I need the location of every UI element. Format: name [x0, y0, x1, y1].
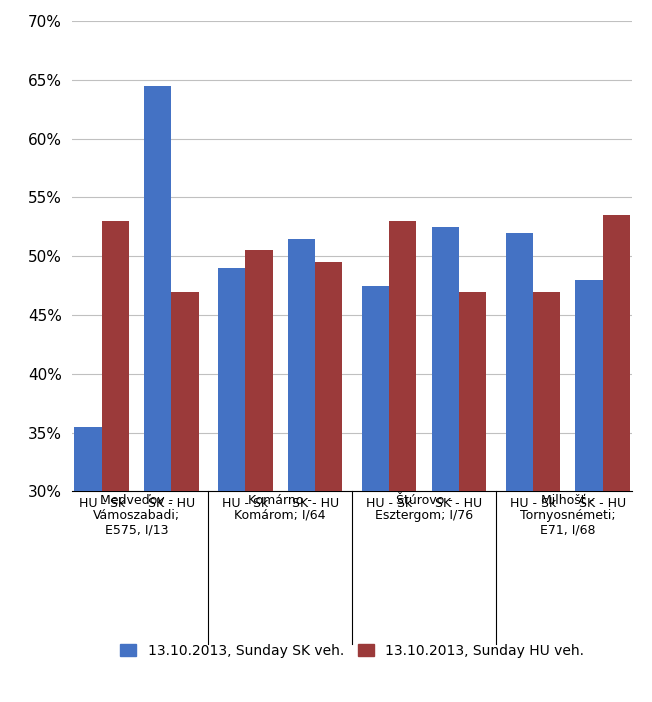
Bar: [102, 221, 129, 491]
Bar: [432, 227, 459, 491]
Bar: [362, 286, 389, 491]
Bar: [245, 251, 273, 491]
Bar: [218, 268, 245, 491]
Text: Komárno -
Komárom; I/64: Komárno - Komárom; I/64: [235, 494, 326, 522]
Legend: 13.10.2013, Sunday SK veh., 13.10.2013, Sunday HU veh.: 13.10.2013, Sunday SK veh., 13.10.2013, …: [114, 638, 590, 663]
Bar: [288, 239, 315, 491]
Bar: [575, 279, 602, 491]
Bar: [74, 427, 102, 491]
Text: Štúrovo -
Esztergom; I/76: Štúrovo - Esztergom; I/76: [375, 494, 473, 522]
Bar: [459, 291, 486, 491]
Bar: [315, 262, 342, 491]
Bar: [602, 215, 630, 491]
Text: Medveďov -
Vámoszabadi;
E575, I/13: Medveďov - Vámoszabadi; E575, I/13: [93, 494, 180, 537]
Bar: [171, 291, 199, 491]
Bar: [533, 291, 560, 491]
Text: Milhošť -
Tornyosnémeti;
E71, I/68: Milhošť - Tornyosnémeti; E71, I/68: [520, 494, 615, 537]
Bar: [389, 221, 416, 491]
Bar: [144, 86, 171, 491]
Bar: [505, 232, 533, 491]
